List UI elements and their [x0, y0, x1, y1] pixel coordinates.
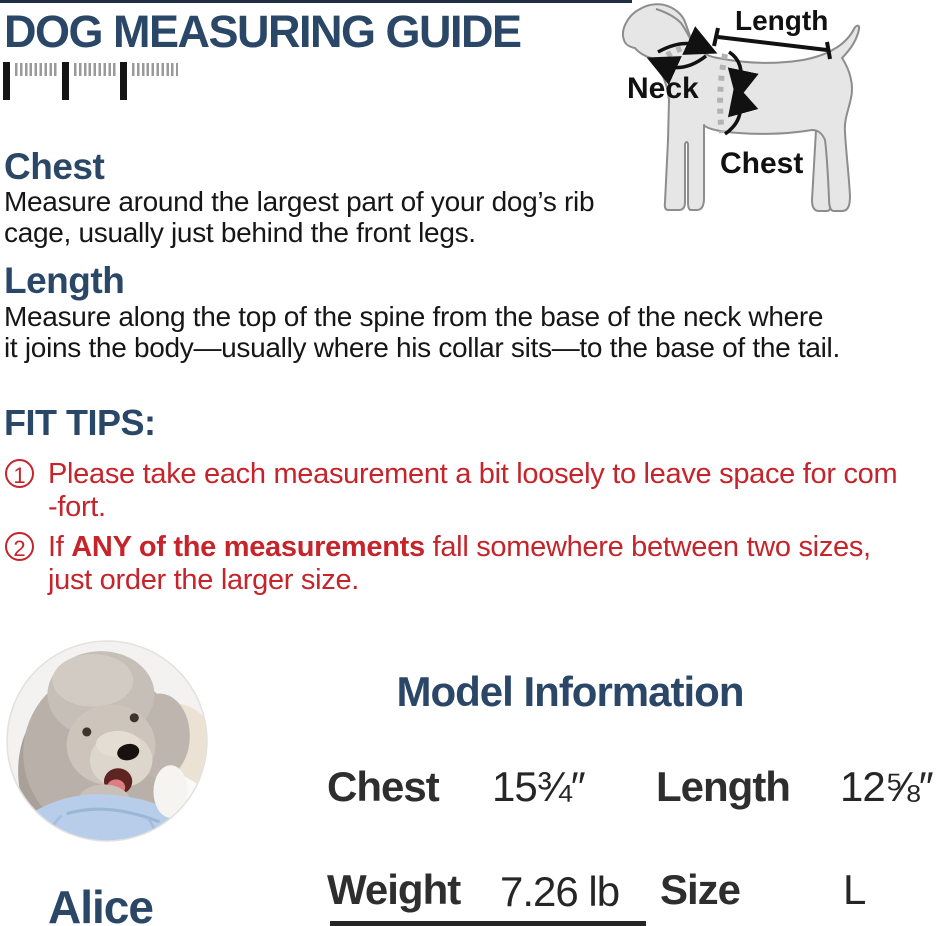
field-value-length: 12⅝″: [840, 763, 934, 810]
ruler-minor-ticks: [15, 63, 59, 76]
neck-arrow-top: [657, 26, 718, 55]
length-section-line2: it joins the body—usually where his coll…: [4, 332, 840, 363]
field-value-chest: 15¾″: [492, 763, 586, 810]
field-label-weight: Weight: [327, 866, 461, 913]
field-value-weight: 7.26 lb: [500, 868, 620, 915]
ruler-icon: [3, 62, 183, 102]
length-section-line1: Measure along the top of the spine from …: [4, 301, 824, 332]
tip2-bold-text: ANY of the measurements: [71, 531, 425, 563]
length-measure-line: [712, 27, 832, 60]
chest-section-line2: cage, usually just behind the front legs…: [4, 217, 476, 248]
diagram-length-label: Length: [735, 5, 828, 36]
chest-arrow-down: [727, 50, 759, 102]
ruler-tick: [120, 62, 127, 100]
chest-section-line1: Measure around the largest part of your …: [4, 186, 595, 217]
tip-number-2: 2: [5, 532, 34, 561]
model-dog-photo: [6, 640, 208, 842]
diagram-chest-label: Chest: [720, 147, 803, 180]
top-crop-strip: [0, 0, 632, 3]
length-section-heading: Length: [4, 260, 125, 301]
dog-measuring-diagram: Length Neck Chest: [622, 3, 861, 212]
tip2-line1: If ANY of the measurements fall somewher…: [48, 531, 871, 564]
fit-tips-heading: FIT TIPS:: [4, 402, 156, 443]
model-name: Alice: [48, 881, 154, 926]
chest-arrow-up: [723, 82, 759, 136]
tip2-line2: just order the larger size.: [48, 564, 360, 596]
field-label-length: Length: [656, 763, 791, 810]
ruler-minor-ticks: [132, 63, 178, 76]
chest-section-heading: Chest: [4, 146, 105, 187]
ruler-tick: [3, 62, 10, 100]
tip1-line2: -fort.: [48, 491, 106, 523]
ruler-tick: [62, 62, 69, 100]
field-label-size: Size: [660, 866, 741, 913]
photo-circle-edge: [6, 640, 208, 842]
bottom-crop-strip: [330, 921, 646, 926]
tip2-prefix: If: [48, 531, 72, 563]
ruler-minor-ticks: [74, 63, 117, 76]
neck-arrow-bottom: [646, 54, 708, 85]
model-info-heading: Model Information: [396, 668, 745, 715]
field-label-chest: Chest: [327, 763, 440, 810]
diagram-neck-label: Neck: [627, 72, 699, 105]
tip-number-1: 1: [5, 459, 34, 488]
tip2-suffix: fall somewhere between two sizes,: [424, 531, 872, 563]
page-title: DOG MEASURING GUIDE: [4, 6, 522, 57]
tip1-line1: Please take each measurement a bit loose…: [48, 458, 898, 490]
field-value-size: L: [843, 866, 866, 913]
